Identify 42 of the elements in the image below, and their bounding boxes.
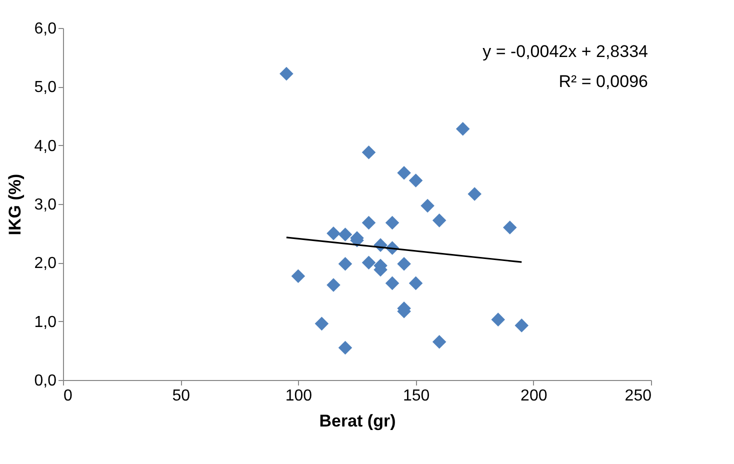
x-tick-label: 50 xyxy=(172,388,190,404)
annotation: y = -0,0042x + 2,8334 xyxy=(482,42,648,61)
x-tick-label: 100 xyxy=(285,388,312,404)
point xyxy=(408,276,423,290)
point xyxy=(362,256,376,270)
x-tick-label: 250 xyxy=(624,388,652,404)
point xyxy=(338,340,352,355)
point xyxy=(397,256,411,271)
point xyxy=(420,198,434,213)
point xyxy=(432,214,446,228)
x-tick-label: 150 xyxy=(402,388,430,404)
point xyxy=(385,276,400,290)
y-tick-label: 5,0 xyxy=(34,79,57,96)
y-tick-label: 3,0 xyxy=(34,196,57,214)
x-tick-label: 200 xyxy=(520,388,548,404)
point xyxy=(338,228,352,242)
point xyxy=(397,166,411,180)
point xyxy=(291,269,306,284)
y-tick-label: 4,0 xyxy=(34,138,57,155)
point xyxy=(338,256,352,271)
point xyxy=(326,226,340,240)
y-tick-label: 1,0 xyxy=(34,314,57,331)
y-tick-label: 6,0 xyxy=(34,20,57,38)
point xyxy=(362,145,376,160)
annotation: R² = 0,0096 xyxy=(558,72,648,91)
point xyxy=(385,216,400,230)
point xyxy=(514,318,529,332)
point xyxy=(280,66,294,81)
point xyxy=(502,220,517,234)
point xyxy=(326,278,340,292)
point xyxy=(408,174,423,188)
point xyxy=(456,122,470,136)
point xyxy=(432,334,446,349)
y-axis-title: IKG (%) xyxy=(5,174,24,236)
point xyxy=(491,312,506,326)
point xyxy=(468,187,482,201)
point xyxy=(362,216,376,230)
x-axis-title: Berat (gr) xyxy=(319,412,396,430)
y-tick-label: 2,0 xyxy=(34,255,57,272)
point xyxy=(314,316,329,331)
x-tick-label: 0 xyxy=(64,388,72,404)
y-tick-label: 0,0 xyxy=(34,372,57,390)
